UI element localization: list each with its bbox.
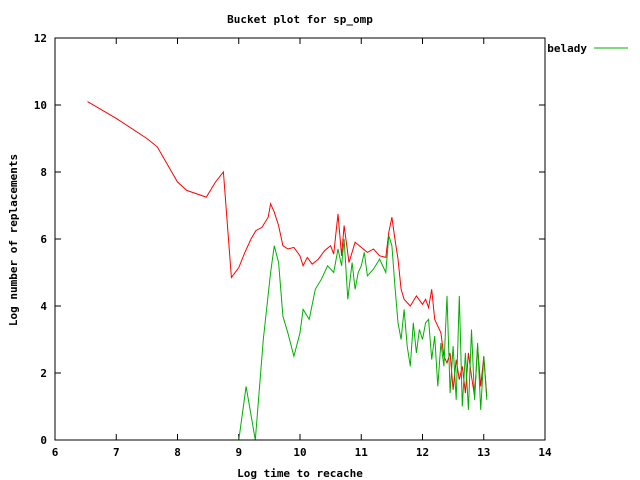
x-tick-label: 12: [416, 446, 429, 459]
y-tick-label: 6: [40, 233, 47, 246]
series-line-belady: [238, 235, 488, 441]
series-layer: [87, 101, 488, 441]
y-tick-label: 4: [40, 300, 47, 313]
y-tick-label: 12: [34, 32, 47, 45]
x-tick-label: 6: [52, 446, 59, 459]
chart-title: Bucket plot for sp_omp: [227, 13, 373, 26]
legend: belady: [547, 42, 628, 55]
axis-ticks: 6 7 8 9 10 11 12 13 14 0 2 4 6 8 10 12: [34, 32, 552, 459]
y-tick-label: 10: [34, 99, 47, 112]
x-axis-label: Log time to recache: [237, 467, 363, 480]
x-tick-label: 11: [355, 446, 369, 459]
legend-entry-belady: belady: [547, 42, 587, 55]
x-tick-label: 8: [174, 446, 181, 459]
plot-frame: [54, 37, 546, 441]
x-tick-label: 13: [477, 446, 490, 459]
y-tick-label: 2: [40, 367, 47, 380]
y-tick-label: 0: [40, 434, 47, 447]
y-tick-label: 8: [40, 166, 47, 179]
x-tick-label: 10: [293, 446, 306, 459]
y-axis-label: Log number of replacements: [7, 154, 20, 326]
series-line-series-1: [87, 101, 488, 397]
x-tick-label: 9: [235, 446, 242, 459]
x-tick-label: 14: [538, 446, 552, 459]
x-tick-label: 7: [113, 446, 120, 459]
